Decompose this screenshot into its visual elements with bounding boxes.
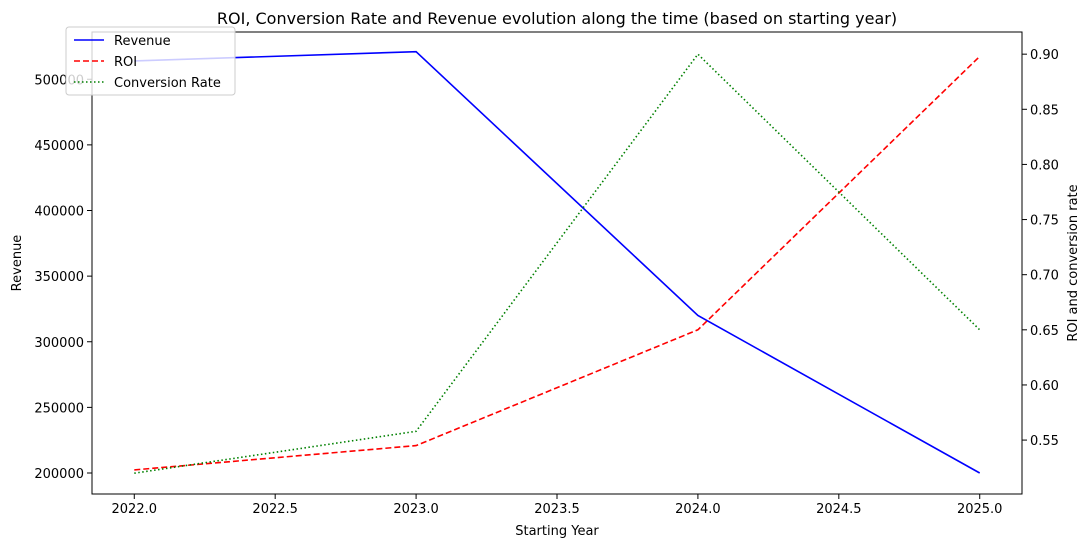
y2-tick-label: 0.60: [1030, 379, 1059, 394]
y-axis-right: 0.55 0.60 0.65 0.70 0.75 0.80 0.85 0.90: [1022, 48, 1059, 449]
x-tick-label: 2022.0: [112, 502, 158, 517]
y-tick-label: 250000: [34, 401, 84, 416]
y2-tick-label: 0.70: [1030, 269, 1059, 284]
x-tick-label: 2023.5: [534, 502, 580, 517]
y-tick-label: 200000: [34, 467, 84, 482]
x-tick-label: 2023.0: [393, 502, 439, 517]
legend-label: Revenue: [114, 34, 171, 49]
y-tick-label: 300000: [34, 336, 84, 351]
y2-tick-label: 0.85: [1030, 103, 1059, 118]
y-tick-label: 400000: [34, 205, 84, 220]
series-line-conversion-rate: [134, 54, 979, 473]
y-axis-left: 2000002500003000003500004000004500005000…: [34, 73, 92, 482]
y2-tick-label: 0.55: [1030, 434, 1059, 449]
y-axis-title: Revenue: [10, 235, 25, 292]
legend-label: ROI: [114, 55, 137, 70]
legend: Revenue ROI Conversion Rate: [66, 27, 235, 95]
y2-tick-label: 0.65: [1030, 324, 1059, 339]
x-tick-label: 2024.5: [816, 502, 862, 517]
y-tick-label: 450000: [34, 139, 84, 154]
series-line-revenue: [134, 52, 979, 473]
y2-axis-title: ROI and conversion rate: [1066, 184, 1081, 341]
y2-tick-label: 0.80: [1030, 158, 1059, 173]
x-tick-label: 2025.0: [957, 502, 1003, 517]
x-axis: 2022.0 2022.5 2023.0 2023.5 2024.0 2024.5 2025…: [112, 494, 1003, 517]
plot-frame: [92, 32, 1022, 494]
y2-tick-label: 0.75: [1030, 214, 1059, 229]
x-axis-title: Starting Year: [515, 524, 599, 539]
series-line-roi: [134, 56, 979, 470]
chart-title: ROI, Conversion Rate and Revenue evoluti…: [217, 9, 897, 28]
plot-area: [92, 32, 1022, 494]
series-lines: [134, 52, 979, 474]
y2-tick-label: 0.90: [1030, 48, 1059, 63]
legend-label: Conversion Rate: [114, 76, 221, 91]
y-tick-label: 350000: [34, 270, 84, 285]
x-tick-label: 2022.5: [252, 502, 298, 517]
x-tick-label: 2024.0: [675, 502, 721, 517]
